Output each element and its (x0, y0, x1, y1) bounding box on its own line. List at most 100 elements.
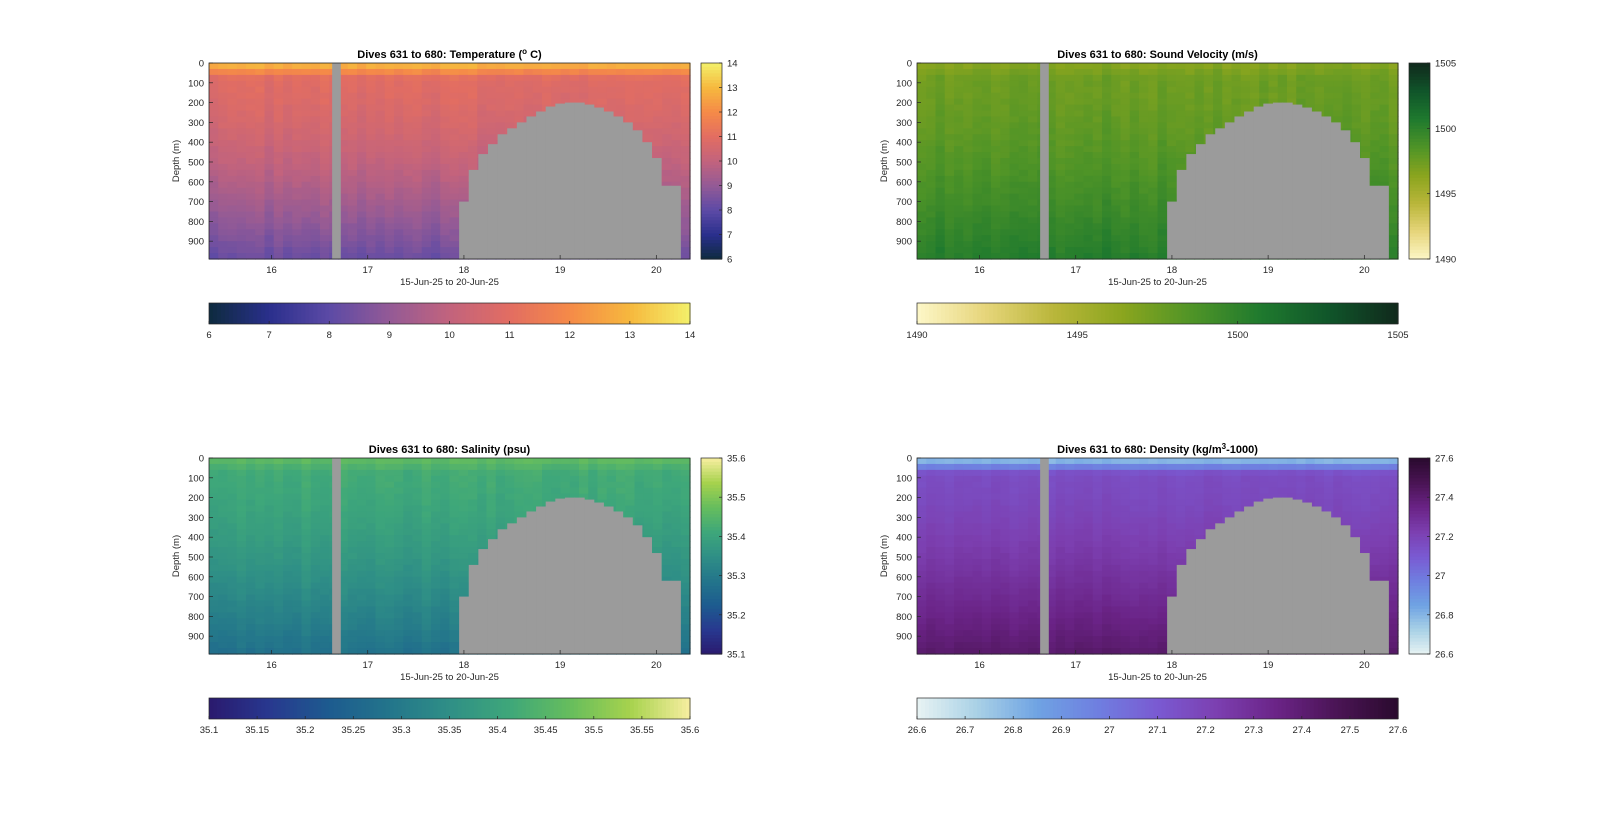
heatmap-cell (264, 80, 275, 88)
x-tick-label: 20 (651, 265, 662, 276)
heatmap-cell (366, 68, 377, 76)
heatmap-cell (431, 458, 441, 465)
heatmap-cell (264, 110, 275, 118)
heatmap-cell (209, 642, 219, 649)
heatmap-cell (1194, 140, 1205, 147)
heatmap-cell (606, 74, 617, 82)
heatmap-cell (1092, 110, 1103, 118)
heatmap-cell (1342, 80, 1353, 88)
heatmap-cell (1268, 74, 1279, 82)
colorbar-segment (701, 167, 722, 172)
heatmap-cell (347, 128, 358, 135)
heatmap-cell (431, 146, 441, 153)
colorbar-segment (1409, 141, 1430, 146)
heatmap-cell (255, 122, 266, 129)
heatmap-cell (468, 487, 478, 495)
heatmap-cell (366, 104, 377, 112)
heatmap-cell (1314, 68, 1325, 76)
seafloor-step (1378, 185, 1389, 259)
heatmap-cell (1102, 80, 1112, 88)
heatmap-cell (421, 158, 432, 165)
heatmap-cell (1194, 122, 1205, 129)
heatmap-cell (236, 163, 247, 171)
heatmap-cell (246, 487, 256, 495)
colorbar-segment (1129, 303, 1135, 324)
heatmap-cell (1314, 80, 1325, 88)
chart-title: Dives 631 to 680: Sound Velocity (m/s) (1057, 49, 1258, 61)
heatmap-cell (357, 541, 367, 548)
heatmap-cell (1185, 86, 1196, 94)
seafloor-step (1167, 201, 1178, 259)
heatmap-cell (264, 564, 275, 572)
heatmap-cell (283, 541, 293, 548)
heatmap-cell (1102, 116, 1112, 123)
y-tick-label: 900 (188, 237, 204, 248)
colorbar-segment (1141, 303, 1147, 324)
colorbar-segment (501, 303, 507, 324)
heatmap-cell (403, 217, 414, 224)
heatmap-cell (1083, 169, 1094, 177)
heatmap-cell (338, 612, 349, 619)
seafloor-step (593, 107, 604, 259)
heatmap-cell (357, 116, 367, 123)
heatmap-cell (963, 152, 974, 159)
heatmap-cell (218, 529, 229, 536)
heatmap-cell (935, 253, 946, 260)
heatmap-cell (264, 235, 275, 242)
heatmap-cell (1018, 74, 1029, 82)
heatmap-cell (421, 636, 432, 643)
heatmap-cell (1222, 86, 1233, 94)
heatmap-cell (926, 140, 937, 147)
heatmap-cell (477, 541, 488, 548)
heatmap-cell (662, 86, 673, 94)
heatmap-cell (394, 86, 404, 94)
colorbar-segment (625, 303, 631, 324)
heatmap-cell (283, 169, 293, 177)
heatmap-cell (347, 493, 358, 501)
heatmap-cell (375, 63, 386, 70)
heatmap-cell (218, 523, 229, 530)
heatmap-cell (338, 511, 349, 518)
heatmap-cell (458, 68, 469, 76)
heatmap-cell (1018, 163, 1029, 171)
heatmap-cell (458, 86, 469, 94)
heatmap-cell (963, 116, 974, 123)
heatmap-cell (477, 535, 488, 542)
heatmap-cell (1092, 74, 1103, 82)
heatmap-cell (1018, 104, 1029, 112)
heatmap-cell (412, 582, 423, 590)
heatmap-cell (468, 523, 478, 530)
colorbar-tick-label: 13 (625, 330, 636, 341)
heatmap-cell (944, 110, 955, 118)
heatmap-cell (1065, 104, 1075, 112)
heatmap-cell (403, 211, 414, 219)
colorbar-segment (1409, 200, 1430, 205)
heatmap-cell (366, 529, 377, 536)
heatmap-cell (1092, 229, 1103, 236)
heatmap-cell (320, 523, 330, 530)
heatmap-cell (227, 175, 238, 183)
heatmap-cell (1102, 152, 1112, 159)
heatmap-cell (1277, 74, 1288, 82)
heatmap-cell (440, 547, 451, 554)
heatmap-cell (963, 98, 974, 106)
heatmap-cell (1120, 122, 1131, 129)
heatmap-cell (1129, 217, 1140, 224)
heatmap-cell (264, 229, 275, 236)
heatmap-cell (1342, 98, 1353, 106)
heatmap-cell (972, 199, 983, 207)
colorbar-segment (229, 303, 234, 324)
heatmap-cell (264, 458, 275, 465)
heatmap-cell (1000, 175, 1011, 183)
heatmap-cell (458, 74, 469, 82)
heatmap-cell (227, 499, 238, 507)
heatmap-cell (347, 600, 358, 608)
heatmap-cell (1028, 74, 1038, 82)
heatmap-cell (236, 523, 247, 530)
colorbar-segment (497, 303, 503, 324)
heatmap-cell (588, 80, 599, 88)
heatmap-cell (384, 187, 395, 195)
heatmap-cell (255, 223, 266, 230)
colorbar-segment (637, 303, 643, 324)
heatmap-cell (236, 98, 247, 106)
